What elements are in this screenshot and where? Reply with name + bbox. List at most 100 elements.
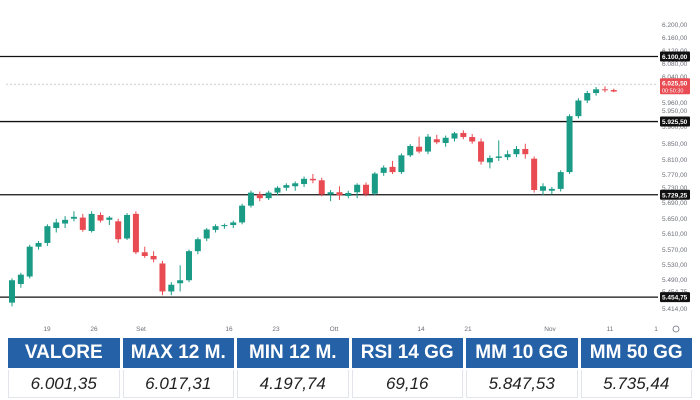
x-tick-label: 14 — [417, 326, 425, 333]
level-tag-label: 6.100,00 — [662, 54, 688, 61]
y-tick-label: 6.080,00 — [662, 61, 688, 68]
candle-body-61 — [548, 188, 555, 191]
candle-body-23 — [212, 226, 219, 230]
candle-body-67 — [601, 89, 608, 91]
candle-body-0 — [9, 280, 15, 303]
x-tick-label: Set — [136, 326, 146, 333]
candle-body-17 — [159, 263, 166, 292]
current-price-tag-bg — [660, 78, 690, 95]
candle-body-28 — [256, 194, 263, 199]
candle-body-22 — [203, 229, 210, 239]
y-tick-label: 5.570,00 — [662, 247, 688, 254]
x-tick-label: Ott — [330, 326, 339, 333]
candle-body-38 — [345, 192, 352, 196]
candle-body-19 — [177, 280, 184, 284]
y-tick-label: 5.950,00 — [662, 108, 688, 115]
candle-body-44 — [398, 155, 405, 173]
candle-body-39 — [354, 184, 361, 193]
candle-body-55 — [495, 156, 502, 158]
candle-body-56 — [504, 154, 511, 158]
candle-body-4 — [44, 226, 51, 243]
stat-value-rsi-14gg: 69,16 — [351, 370, 463, 398]
level-tag-bg-0 — [660, 51, 690, 62]
y-tick-label: 5.730,00 — [662, 185, 688, 192]
candle-body-11 — [106, 217, 113, 220]
x-tick-label: 1 — [654, 326, 658, 333]
candle-body-37 — [336, 192, 343, 196]
y-tick-label: 5.960,00 — [662, 100, 688, 107]
y-tick-label: 5.690,00 — [662, 200, 688, 207]
candle-body-26 — [239, 205, 246, 223]
stat-header-mm-50gg: MM 50 GG — [580, 338, 692, 368]
candle-body-13 — [124, 214, 131, 239]
y-tick-label: 5.530,00 — [662, 262, 688, 269]
candle-body-54 — [486, 157, 493, 163]
stat-header-rsi-14gg: RSI 14 GG — [351, 338, 463, 368]
stat-header-max-12m: MAX 12 M. — [122, 338, 234, 368]
candle-body-12 — [115, 221, 122, 240]
candle-body-49 — [442, 137, 449, 144]
candle-body-14 — [132, 213, 139, 253]
candle-body-34 — [309, 178, 316, 181]
current-price-tag-label: 6.025,50 — [662, 80, 688, 87]
x-tick-label: 26 — [90, 326, 98, 333]
candle-body-3 — [35, 242, 42, 247]
stat-header-mm-10gg: MM 10 GG — [466, 338, 578, 368]
candlestick-chart: 6.200,006.160,006.120,006.080,006.040,00… — [0, 22, 690, 333]
level-tag-label: 5.729,25 — [662, 192, 688, 199]
stat-value-mm-10gg: 5.847,53 — [466, 370, 578, 398]
stats-table: VALORE MAX 12 M. MIN 12 M. RSI 14 GG MM … — [8, 338, 692, 398]
candle-body-60 — [540, 186, 546, 191]
candle-body-46 — [416, 146, 423, 152]
current-price-countdown: 00:50:30 — [662, 88, 683, 94]
candle-body-21 — [194, 239, 201, 252]
candle-body-27 — [247, 192, 254, 206]
candle-body-15 — [141, 252, 148, 257]
y-tick-label: 5.414,00 — [662, 306, 688, 313]
candle-body-47 — [424, 136, 431, 152]
candle-body-36 — [327, 192, 334, 195]
candle-body-16 — [150, 256, 157, 260]
candle-body-59 — [531, 158, 538, 190]
candle-body-68 — [610, 90, 617, 92]
candle-body-48 — [433, 139, 440, 143]
y-tick-label: 6.200,00 — [662, 22, 688, 29]
y-tick-label: 6.160,00 — [662, 35, 688, 42]
settings-icon[interactable] — [672, 325, 680, 333]
candle-body-20 — [186, 251, 192, 281]
candle-body-5 — [53, 222, 60, 229]
candle-body-29 — [265, 192, 272, 199]
x-tick-label: 19 — [43, 326, 51, 333]
candle-body-64 — [575, 100, 582, 117]
candle-body-51 — [460, 132, 467, 138]
candle-body-32 — [292, 183, 299, 187]
candle-body-45 — [407, 145, 414, 156]
y-tick-label: 5.810,00 — [662, 157, 688, 164]
candle-body-7 — [70, 216, 77, 219]
level-tag-bg-1 — [660, 116, 690, 127]
candle-body-40 — [363, 184, 369, 195]
candle-body-30 — [274, 187, 281, 193]
y-tick-label: 6.040,00 — [662, 74, 688, 81]
candle-body-33 — [301, 178, 308, 185]
candle-body-63 — [566, 116, 573, 173]
candle-body-62 — [557, 172, 564, 189]
y-tick-label: 5.850,00 — [662, 141, 688, 148]
candle-body-24 — [221, 225, 228, 227]
x-tick-label: 11 — [607, 326, 614, 333]
stat-value-mm-50gg: 5.735,44 — [580, 370, 692, 398]
candle-body-50 — [451, 133, 458, 139]
stat-value-valore: 6.001,35 — [8, 370, 120, 398]
x-tick-label: 23 — [272, 326, 280, 333]
level-tag-bg-3 — [660, 292, 690, 303]
candle-body-9 — [88, 213, 95, 232]
x-tick-label: 16 — [225, 326, 233, 333]
candle-body-57 — [513, 148, 520, 155]
stat-value-max-12m: 6.017,31 — [122, 370, 234, 398]
level-tag-bg-2 — [660, 189, 690, 200]
candle-body-6 — [62, 219, 69, 224]
candle-body-8 — [79, 217, 86, 230]
candle-body-65 — [584, 93, 591, 101]
candle-body-1 — [17, 274, 24, 284]
x-tick-label: 21 — [464, 326, 472, 333]
